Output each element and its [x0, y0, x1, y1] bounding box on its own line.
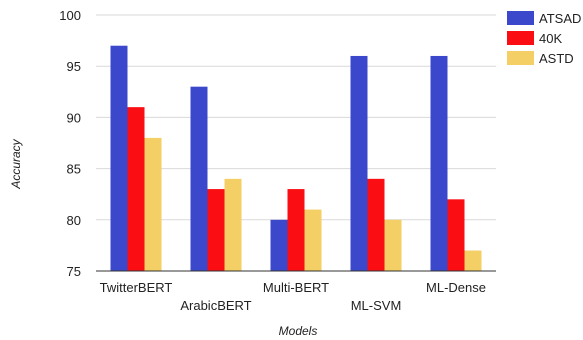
x-tick-label: Multi-BERT [263, 280, 329, 295]
bars [110, 45, 482, 272]
bar-astd-ml-dense [464, 250, 482, 271]
x-tick-label: ML-SVM [351, 298, 402, 313]
y-tick-label: 95 [67, 59, 81, 74]
bar-atsad-arabicbert [190, 86, 208, 272]
bar-astd-arabicbert [224, 178, 242, 271]
legend-label-40k: 40K [539, 31, 562, 46]
bar-40k-arabicbert [207, 189, 225, 271]
x-tick-label: ML-Dense [426, 280, 486, 295]
bar-40k-ml-svm [367, 178, 385, 271]
bar-astd-multi-bert [304, 209, 322, 271]
y-tick-label: 75 [67, 264, 81, 279]
bar-astd-twitterbert [144, 137, 162, 271]
legend-label-atsad: ATSAD [539, 11, 581, 26]
y-tick-label: 90 [67, 110, 81, 125]
x-tick-label: ArabicBERT [180, 298, 251, 313]
y-tick-label: 100 [59, 8, 81, 23]
bar-astd-ml-svm [384, 219, 402, 271]
legend-swatch-40k [507, 31, 534, 45]
axes: 75 80 85 90 95 100 TwitterBERT ArabicBERT Multi-… [59, 8, 496, 313]
bar-atsad-ml-svm [350, 55, 368, 272]
y-tick-label: 80 [67, 213, 81, 228]
y-tick-label: 85 [67, 162, 81, 177]
x-axis-title: Models [279, 324, 318, 338]
bar-atsad-ml-dense [430, 55, 448, 272]
bar-40k-ml-dense [447, 199, 465, 271]
gridlines [96, 14, 496, 221]
bar-40k-multi-bert [287, 189, 305, 271]
x-tick-label: TwitterBERT [100, 280, 173, 295]
y-axis-title: Accuracy [9, 138, 23, 189]
bar-atsad-multi-bert [270, 219, 288, 271]
legend-swatch-astd [507, 51, 534, 65]
bar-40k-twitterbert [127, 107, 145, 271]
legend-swatch-atsad [507, 11, 534, 25]
legend: ATSAD 40K ASTD [507, 11, 581, 66]
bar-atsad-twitterbert [110, 45, 128, 271]
legend-label-astd: ASTD [539, 51, 574, 66]
